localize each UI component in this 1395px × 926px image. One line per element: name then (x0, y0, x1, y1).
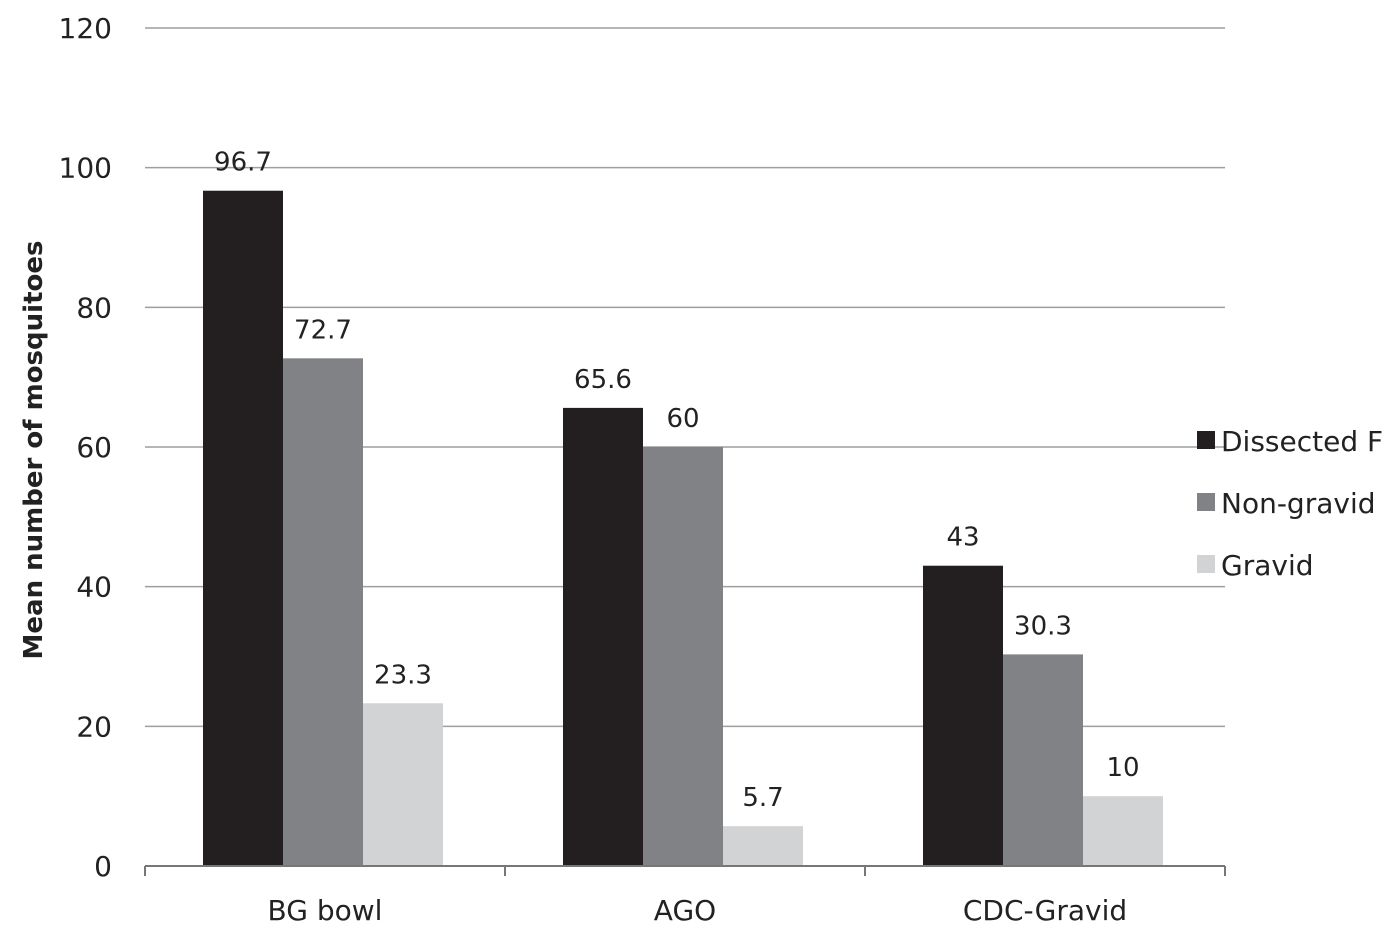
bars (203, 191, 1163, 866)
bar (1003, 654, 1083, 866)
bar (923, 566, 1003, 866)
data-label: 72.7 (294, 315, 352, 345)
data-label: 96.7 (214, 148, 272, 178)
y-tick-label: 120 (59, 12, 112, 45)
y-tick-label: 40 (76, 571, 112, 604)
category-label: CDC-Gravid (963, 894, 1127, 926)
category-label: AGO (654, 894, 716, 926)
category-labels: BG bowl AGO CDC-Gravid (268, 894, 1128, 926)
y-tick-label: 0 (94, 850, 112, 883)
data-label: 5.7 (742, 783, 783, 813)
bar (283, 358, 363, 866)
data-label: 23.3 (374, 660, 432, 690)
y-tick-label: 20 (76, 710, 112, 743)
bar (1083, 796, 1163, 866)
data-label: 65.6 (574, 365, 632, 395)
bar (363, 703, 443, 866)
y-axis-title: Mean number of mosquitoes (19, 241, 49, 660)
data-label: 10 (1106, 753, 1139, 783)
x-axis (145, 866, 1225, 876)
bar (723, 826, 803, 866)
bar (203, 191, 283, 866)
data-label: 60 (666, 404, 699, 434)
legend-swatch (1197, 431, 1215, 449)
y-tick-label: 80 (76, 291, 112, 324)
legend: Dissected F Non-gravid Gravid (1197, 425, 1383, 582)
y-tick-label: 60 (76, 431, 112, 464)
y-tick-label: 100 (59, 152, 112, 185)
legend-swatch (1197, 555, 1215, 573)
category-label: BG bowl (268, 894, 383, 926)
y-axis-ticks: 0 20 40 60 80 100 120 (59, 12, 112, 883)
legend-label: Non-gravid (1221, 487, 1376, 520)
bar (643, 447, 723, 866)
legend-label: Dissected F (1221, 425, 1383, 458)
legend-label: Gravid (1221, 549, 1314, 582)
legend-swatch (1197, 493, 1215, 511)
data-label: 30.3 (1014, 611, 1072, 641)
data-label: 43 (946, 523, 979, 553)
bar (563, 408, 643, 866)
